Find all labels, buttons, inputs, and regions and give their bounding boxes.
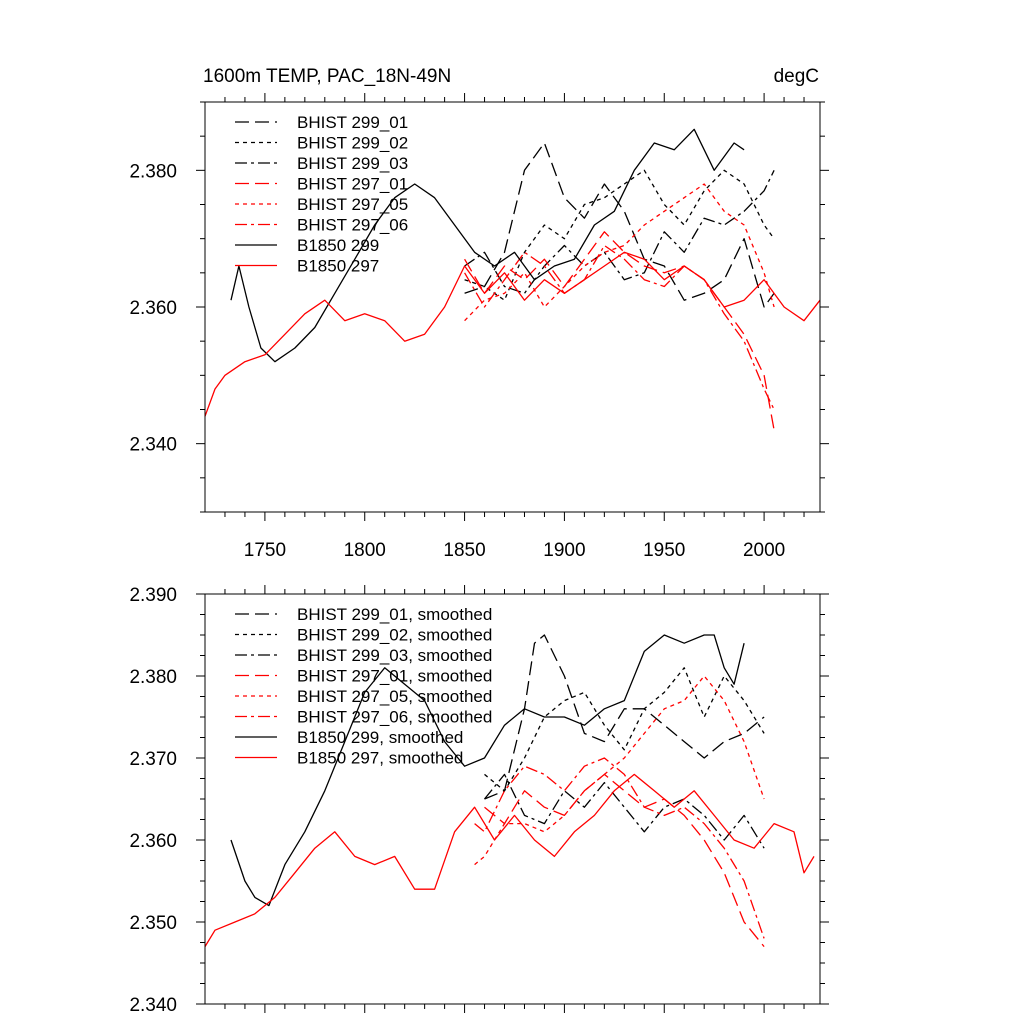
- top-title: 1600m TEMP, PAC_18N-49N: [203, 66, 451, 87]
- bottom-legend: BHIST 299_01, smoothed BHIST 299_02, smoo…: [235, 605, 492, 768]
- series-line-6: [464, 244, 775, 410]
- series-line-4: [464, 231, 775, 431]
- y-tick-label: 2.350: [129, 913, 177, 934]
- series-line-3: [464, 170, 775, 294]
- bottom-plot-frame: [204, 593, 821, 1005]
- legend-label-1: BHIST 299_01: [297, 113, 408, 132]
- series-line-2: [464, 169, 775, 301]
- legend-label-3: BHIST 299_03, smoothed: [297, 646, 492, 665]
- series-line-4: [484, 773, 765, 948]
- top-unit: degC: [774, 66, 819, 87]
- series-line-3: [483, 773, 765, 849]
- series-line-1: [484, 634, 765, 800]
- legend-label-7: B1850 299: [297, 236, 379, 255]
- x-tick-label: 1950: [643, 540, 685, 561]
- series-line-2: [484, 667, 765, 792]
- legend-label-2: BHIST 299_02: [297, 134, 408, 153]
- x-tick-label: 1750: [244, 540, 286, 561]
- legend-label-2: BHIST 299_02, smoothed: [297, 626, 492, 645]
- series-line-8: [204, 773, 815, 947]
- x-tick-label: 1800: [344, 540, 386, 561]
- legend-label-7: B1850 299, smoothed: [297, 728, 463, 747]
- legend-label-1: BHIST 299_01, smoothed: [297, 605, 492, 624]
- y-tick-label: 2.370: [129, 749, 177, 770]
- series-line-8: [204, 251, 821, 417]
- x-tick-label: 1850: [443, 540, 485, 561]
- bottom-series-group: [204, 634, 815, 948]
- legend-label-8: B1850 297: [297, 257, 379, 276]
- series-line-6: [474, 757, 765, 939]
- y-tick-label: 2.340: [129, 435, 177, 456]
- top-panel: 1600m TEMP, PAC_18N-49N degC BHIST 299_0…: [129, 66, 829, 561]
- legend-label-4: BHIST 297_01: [297, 175, 408, 194]
- series-line-7: [230, 128, 745, 363]
- legend-label-5: BHIST 297_05, smoothed: [297, 687, 492, 706]
- series-line-1: [464, 142, 775, 308]
- series-line-7: [230, 634, 745, 907]
- x-tick-label: 2000: [743, 540, 785, 561]
- top-plot-frame: [204, 101, 821, 513]
- y-tick-label: 2.360: [129, 298, 177, 319]
- y-tick-label: 2.380: [129, 667, 177, 688]
- legend-label-6: BHIST 297_06, smoothed: [297, 708, 492, 727]
- top-series-group: [204, 128, 821, 431]
- series-line-5: [464, 183, 775, 322]
- legend-label-3: BHIST 299_03: [297, 154, 408, 173]
- y-tick-label: 2.340: [129, 995, 177, 1016]
- bottom-panel: BHIST 299_01, smoothed BHIST 299_02, smoo…: [129, 585, 829, 1016]
- legend-label-8: B1850 297, smoothed: [297, 749, 463, 768]
- top-axes: 1750 1800 1850 1900 1950 2000 2.340 2.360 2.380: [129, 93, 829, 561]
- legend-label-5: BHIST 297_05: [297, 195, 408, 214]
- y-tick-label: 2.360: [129, 831, 177, 852]
- x-tick-label: 1900: [543, 540, 585, 561]
- legend-label-6: BHIST 297_06: [297, 216, 408, 235]
- y-tick-label: 2.380: [129, 161, 177, 182]
- y-tick-label: 2.390: [129, 585, 177, 606]
- bottom-axes: 2.340 2.350 2.360 2.370 2.380 2.390: [129, 585, 829, 1016]
- legend-label-4: BHIST 297_01, smoothed: [297, 667, 492, 686]
